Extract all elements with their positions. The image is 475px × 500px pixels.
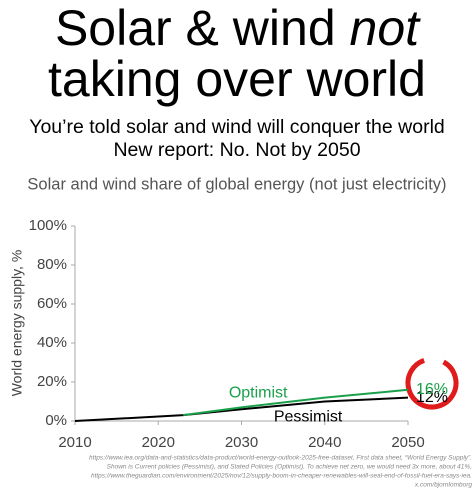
series-label: Optimist	[229, 385, 288, 402]
y-tick-label: 0%	[45, 412, 67, 429]
y-tick-label: 40%	[37, 334, 67, 351]
y-tick-label: 60%	[37, 295, 67, 312]
headline: taking over world	[48, 51, 426, 107]
y-tick-label: 20%	[37, 373, 67, 390]
footnote: x.com/bjornlomborg	[414, 482, 472, 489]
highlight-circle	[405, 356, 459, 410]
series-label: Pessimist	[274, 409, 343, 426]
x-tick-label: 2050	[391, 434, 424, 451]
headline: Solar & wind not	[55, 0, 421, 56]
subtitle: New report: No. Not by 2050	[113, 139, 360, 161]
x-tick-label: 2030	[225, 434, 258, 451]
y-tick-label: 80%	[37, 256, 67, 273]
footnote: Shown is Current policies (Pessimist), a…	[107, 464, 473, 471]
y-tick-label: 100%	[29, 217, 67, 234]
y-axis-label: World energy supply, %	[9, 250, 25, 397]
chart-title: Solar and wind share of global energy (n…	[27, 175, 446, 193]
x-tick-label: 2020	[142, 434, 175, 451]
footnote: https://www.theguardian.com/environment/…	[91, 473, 472, 480]
value-label: 16%	[416, 381, 448, 398]
headline-emphasis: not	[350, 0, 422, 56]
series-line	[74, 396, 409, 422]
headline-part: Solar & wind	[55, 0, 336, 56]
series-line	[183, 388, 409, 417]
subtitle: You’re told solar and wind will conquer …	[29, 116, 445, 138]
value-label: 12%	[416, 389, 448, 406]
x-tick-label: 2010	[58, 434, 91, 451]
footnote: https://www.iea.org/data-and-statistics/…	[89, 455, 472, 462]
x-tick-label: 2040	[308, 434, 341, 451]
